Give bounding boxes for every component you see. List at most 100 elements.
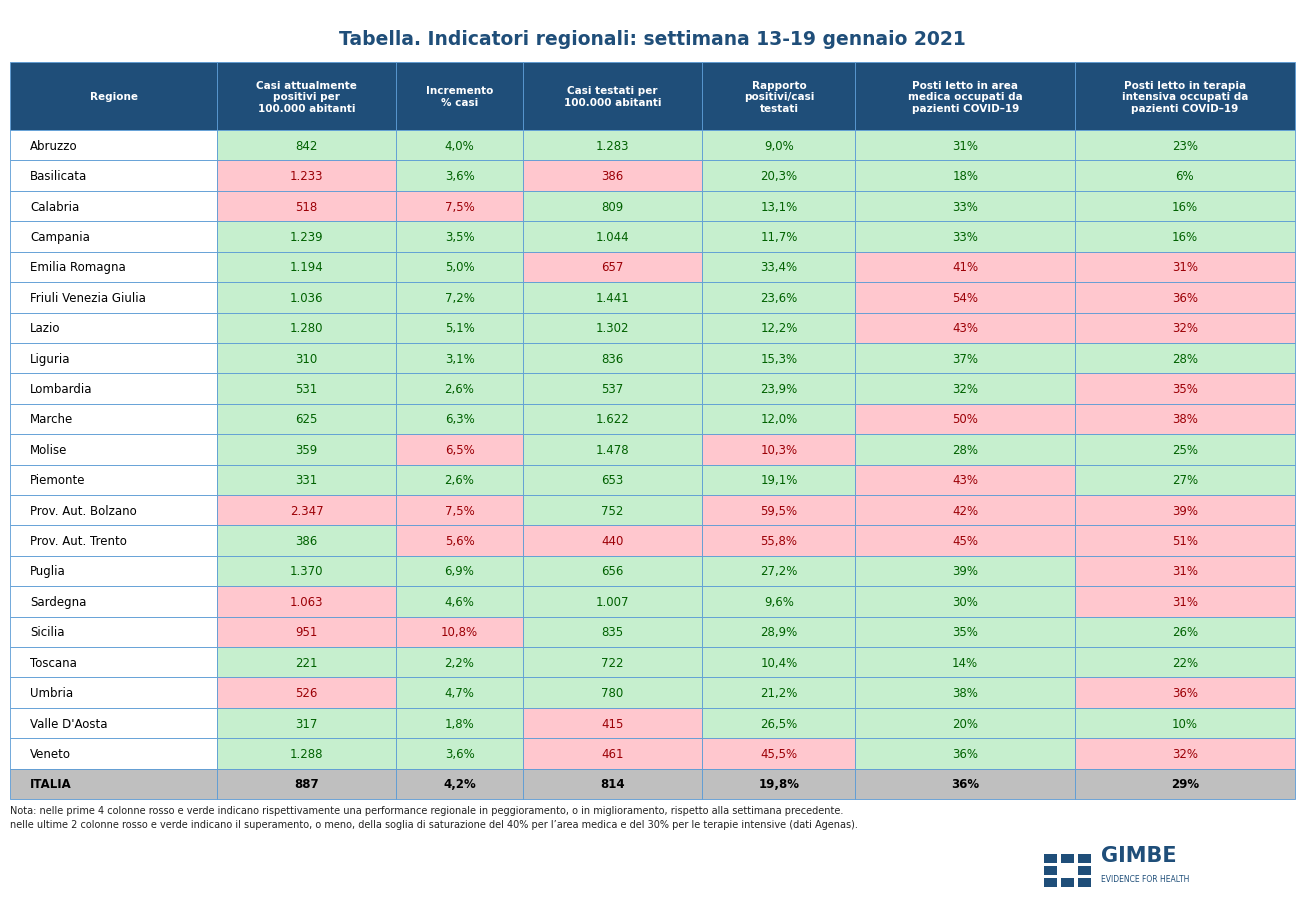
Bar [1075, 526, 1295, 556]
Text: 359: 359 [295, 443, 317, 456]
Text: 22%: 22% [1172, 656, 1198, 669]
Bar [1075, 405, 1295, 434]
Text: 33%: 33% [953, 231, 979, 244]
Text: 3,1%: 3,1% [445, 352, 475, 365]
Text: 13,1%: 13,1% [761, 200, 797, 213]
Bar [1075, 222, 1295, 253]
Text: GIMBE: GIMBE [1101, 845, 1177, 865]
Text: 32%: 32% [1172, 747, 1198, 760]
Bar [397, 739, 523, 768]
Text: 526: 526 [295, 686, 317, 699]
Bar [10, 191, 217, 222]
Text: 36%: 36% [1172, 292, 1198, 304]
Text: 331: 331 [295, 474, 317, 487]
Text: 317: 317 [295, 717, 317, 730]
Bar [217, 405, 397, 434]
Bar [702, 768, 856, 799]
Text: 657: 657 [602, 261, 624, 275]
Text: 45%: 45% [953, 535, 979, 547]
Text: 3,6%: 3,6% [445, 170, 475, 183]
Bar [397, 313, 523, 343]
Bar [702, 677, 856, 708]
Bar [702, 405, 856, 434]
Text: 1.280: 1.280 [290, 321, 324, 335]
Text: Sicilia: Sicilia [30, 626, 64, 638]
Bar [856, 465, 1075, 496]
Bar [217, 647, 397, 677]
Text: 14%: 14% [953, 656, 979, 669]
Bar [397, 647, 523, 677]
Bar [10, 374, 217, 405]
Bar [856, 191, 1075, 222]
Bar [217, 677, 397, 708]
Text: 9,6%: 9,6% [763, 595, 793, 609]
Bar [397, 556, 523, 587]
Bar [523, 131, 702, 162]
Text: 6%: 6% [1176, 170, 1194, 183]
Text: 9,0%: 9,0% [763, 140, 793, 153]
Bar [702, 587, 856, 617]
Text: 3,5%: 3,5% [445, 231, 474, 244]
Bar [397, 677, 523, 708]
Text: 1.194: 1.194 [290, 261, 324, 275]
Text: 55,8%: 55,8% [761, 535, 797, 547]
Bar [523, 465, 702, 496]
Text: 19,8%: 19,8% [758, 777, 800, 790]
Bar [10, 768, 217, 799]
Text: 31%: 31% [1172, 261, 1198, 275]
Text: 1.441: 1.441 [595, 292, 629, 304]
Bar [397, 283, 523, 313]
Bar [523, 343, 702, 374]
Text: 28,9%: 28,9% [761, 626, 797, 638]
Bar [856, 131, 1075, 162]
Text: Sardegna: Sardegna [30, 595, 86, 609]
Text: 10,4%: 10,4% [761, 656, 797, 669]
Bar [397, 131, 523, 162]
Bar [1078, 854, 1091, 863]
Text: 7,5%: 7,5% [445, 200, 475, 213]
Text: 5,1%: 5,1% [445, 321, 475, 335]
Bar [397, 465, 523, 496]
Text: Calabria: Calabria [30, 200, 80, 213]
Bar [1075, 768, 1295, 799]
Bar [702, 131, 856, 162]
Text: 537: 537 [602, 383, 624, 396]
Bar [397, 708, 523, 739]
Bar [1078, 866, 1091, 875]
Bar [1061, 878, 1074, 887]
Text: Prov. Aut. Trento: Prov. Aut. Trento [30, 535, 127, 547]
Text: 809: 809 [602, 200, 624, 213]
Bar [217, 526, 397, 556]
Bar [217, 63, 397, 131]
Bar [702, 374, 856, 405]
Bar [856, 283, 1075, 313]
Text: 37%: 37% [953, 352, 979, 365]
Bar [523, 162, 702, 191]
Bar [1075, 343, 1295, 374]
Text: 29%: 29% [1171, 777, 1199, 790]
Text: 41%: 41% [953, 261, 979, 275]
Text: 1.239: 1.239 [290, 231, 324, 244]
Bar [397, 222, 523, 253]
Text: Veneto: Veneto [30, 747, 70, 760]
Bar [523, 283, 702, 313]
Bar [1075, 253, 1295, 283]
Bar [1075, 556, 1295, 587]
Bar [523, 496, 702, 526]
Text: 1.288: 1.288 [290, 747, 324, 760]
Text: 10,8%: 10,8% [441, 626, 478, 638]
Bar [856, 739, 1075, 768]
Bar [523, 526, 702, 556]
Bar [217, 191, 397, 222]
Bar [523, 617, 702, 647]
Text: 42%: 42% [953, 504, 979, 517]
Bar [523, 768, 702, 799]
Text: 4,0%: 4,0% [445, 140, 475, 153]
Text: 51%: 51% [1172, 535, 1198, 547]
Bar [702, 496, 856, 526]
Bar [856, 313, 1075, 343]
Bar [397, 343, 523, 374]
Bar [856, 63, 1075, 131]
Bar [397, 434, 523, 465]
Text: 2,6%: 2,6% [445, 474, 475, 487]
